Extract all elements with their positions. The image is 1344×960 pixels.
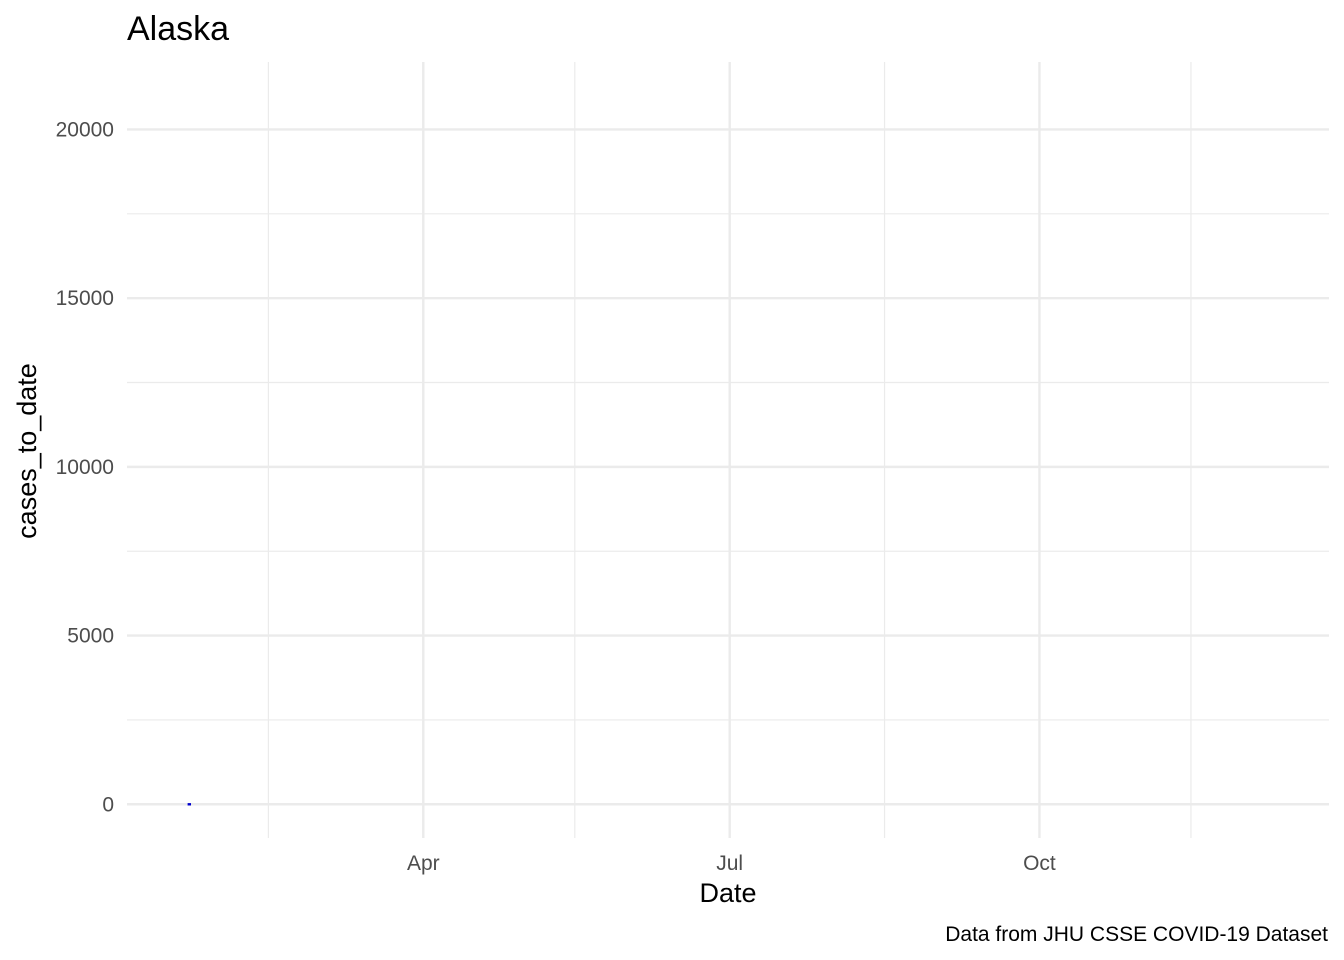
y-tick-label: 10000 xyxy=(56,456,114,479)
chart-title: Alaska xyxy=(127,10,229,48)
x-tick-label: Apr xyxy=(407,852,440,875)
x-tick-label: Jul xyxy=(716,852,743,875)
grid xyxy=(127,62,1329,838)
caption: Data from JHU CSSE COVID-19 Dataset xyxy=(945,923,1328,946)
y-axis-title: cases_to_date xyxy=(12,363,42,539)
x-axis-ticks: Apr Jul Oct xyxy=(407,852,1056,875)
y-tick-label: 5000 xyxy=(67,625,114,648)
y-axis-ticks: 0 5000 10000 15000 20000 xyxy=(56,118,114,816)
x-tick-label: Oct xyxy=(1023,852,1056,875)
y-tick-label: 0 xyxy=(102,793,114,816)
y-tick-label: 15000 xyxy=(56,287,114,310)
x-axis-title: Date xyxy=(699,878,756,908)
y-tick-label: 20000 xyxy=(56,118,114,141)
